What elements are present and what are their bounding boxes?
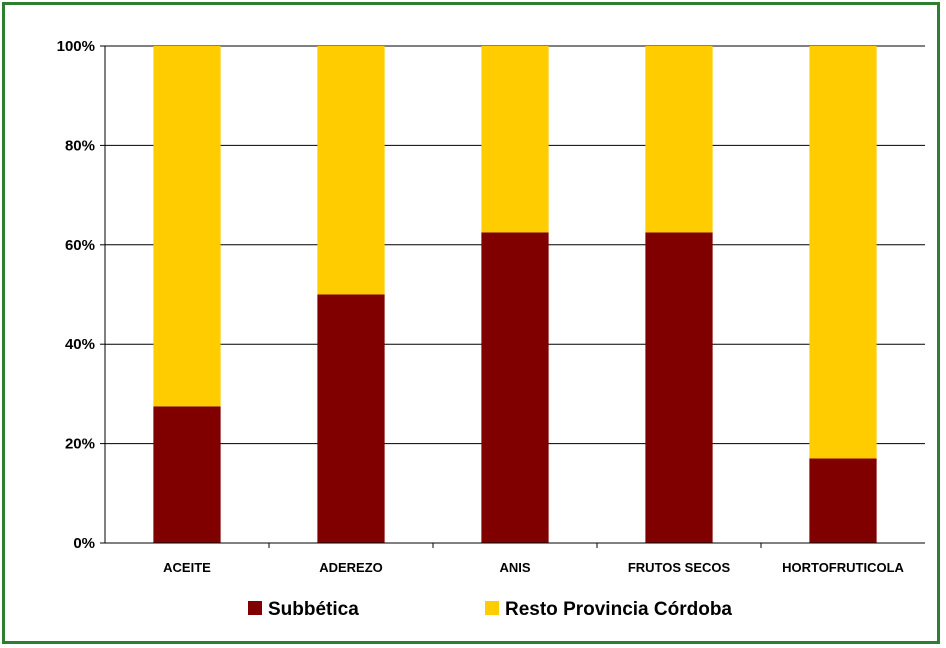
x-tick-label: FRUTOS SECOS bbox=[628, 560, 731, 575]
bar-anis-series-2 bbox=[481, 46, 549, 233]
y-tick-label: 80% bbox=[65, 137, 95, 154]
legend-label: Resto Provincia Córdoba bbox=[505, 599, 732, 620]
bar-aderezo-series-1 bbox=[317, 294, 385, 543]
legend-swatch bbox=[248, 601, 262, 615]
bar-aderezo-series-2 bbox=[317, 46, 385, 295]
x-tick-label: ACEITE bbox=[163, 560, 211, 575]
bar-hortofruticola-series-1 bbox=[809, 458, 877, 543]
legend: Subbética Resto Provincia Córdoba bbox=[248, 599, 732, 620]
bar-anis-series-1 bbox=[481, 232, 549, 543]
legend-swatch bbox=[485, 601, 499, 615]
y-tick-labels: 0% 20% 40% 60% 80% 100% bbox=[57, 38, 95, 552]
bars bbox=[153, 46, 877, 543]
bar-hortofruticola-series-2 bbox=[809, 46, 877, 459]
y-tick-label: 0% bbox=[73, 535, 95, 552]
bar-frutos-secos-series-1 bbox=[645, 232, 713, 543]
bar-aceite-series-2 bbox=[153, 46, 221, 407]
y-tick-label: 20% bbox=[65, 436, 95, 453]
bar-aceite-series-1 bbox=[153, 406, 221, 543]
y-tick-label: 60% bbox=[65, 237, 95, 254]
x-tick-labels: ACEITE ADEREZO ANIS FRUTOS SECOS HORTOFRUTIC… bbox=[163, 560, 904, 575]
x-tick-label: HORTOFRUTICOLA bbox=[782, 560, 904, 575]
y-tick-label: 100% bbox=[57, 38, 95, 55]
axes bbox=[100, 45, 925, 548]
bar-frutos-secos-series-2 bbox=[645, 46, 713, 233]
x-tick-label: ANIS bbox=[499, 560, 530, 575]
legend-label: Subbética bbox=[268, 599, 359, 620]
x-tick-label: ADEREZO bbox=[319, 560, 383, 575]
y-tick-label: 40% bbox=[65, 336, 95, 353]
